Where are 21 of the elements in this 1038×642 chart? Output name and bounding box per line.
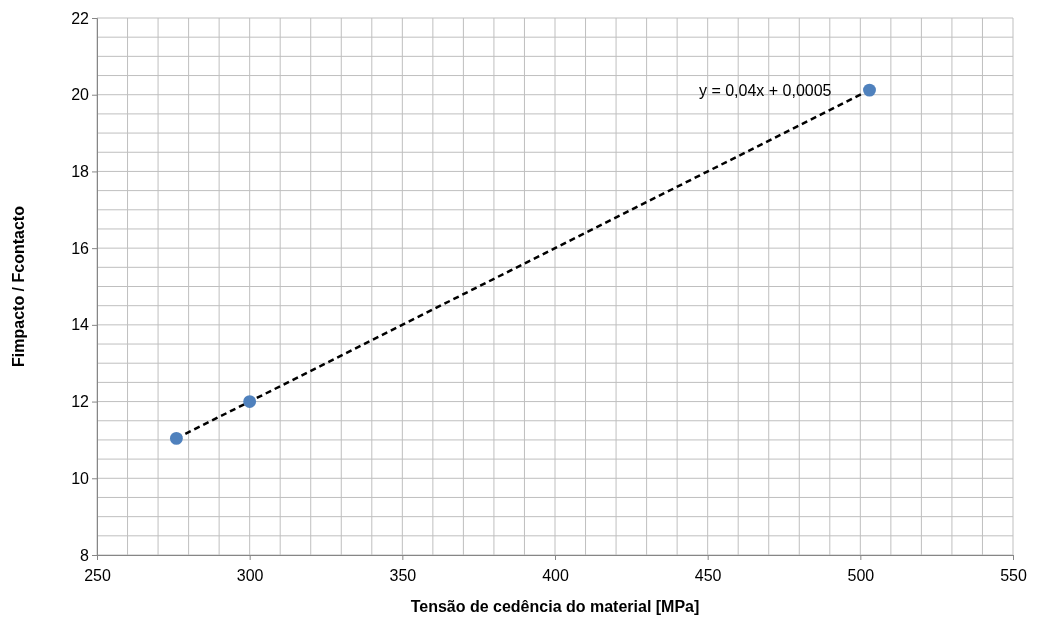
x-tick-label: 350 bbox=[389, 566, 417, 584]
y-tick-label: 16 bbox=[71, 239, 90, 257]
y-tick-label: 18 bbox=[71, 163, 90, 181]
point bbox=[863, 83, 876, 97]
x-tick-label: 400 bbox=[542, 566, 569, 584]
y-tick-label: 14 bbox=[71, 316, 90, 334]
y-tick-label: 12 bbox=[71, 393, 90, 411]
point bbox=[169, 431, 183, 445]
x-tick-label: 550 bbox=[1000, 566, 1027, 584]
x-tick-label: 300 bbox=[236, 566, 264, 584]
y-tick-label: 10 bbox=[71, 469, 90, 487]
y-tick-label: 22 bbox=[71, 9, 90, 27]
y-tick-label: 8 bbox=[80, 546, 90, 564]
y-axis-title: Fimpacto / Fcontacto bbox=[10, 205, 27, 367]
x-tick-label: 450 bbox=[694, 566, 722, 584]
x-tick-label: 500 bbox=[847, 566, 875, 584]
point bbox=[243, 395, 257, 408]
x-tick-label: 250 bbox=[84, 566, 111, 584]
annotation: y = 0,04x + 0,0005 bbox=[698, 82, 832, 100]
y-tick-label: 20 bbox=[71, 86, 90, 104]
x-axis-title: Tensão de cedência do material [MPa] bbox=[410, 598, 700, 615]
